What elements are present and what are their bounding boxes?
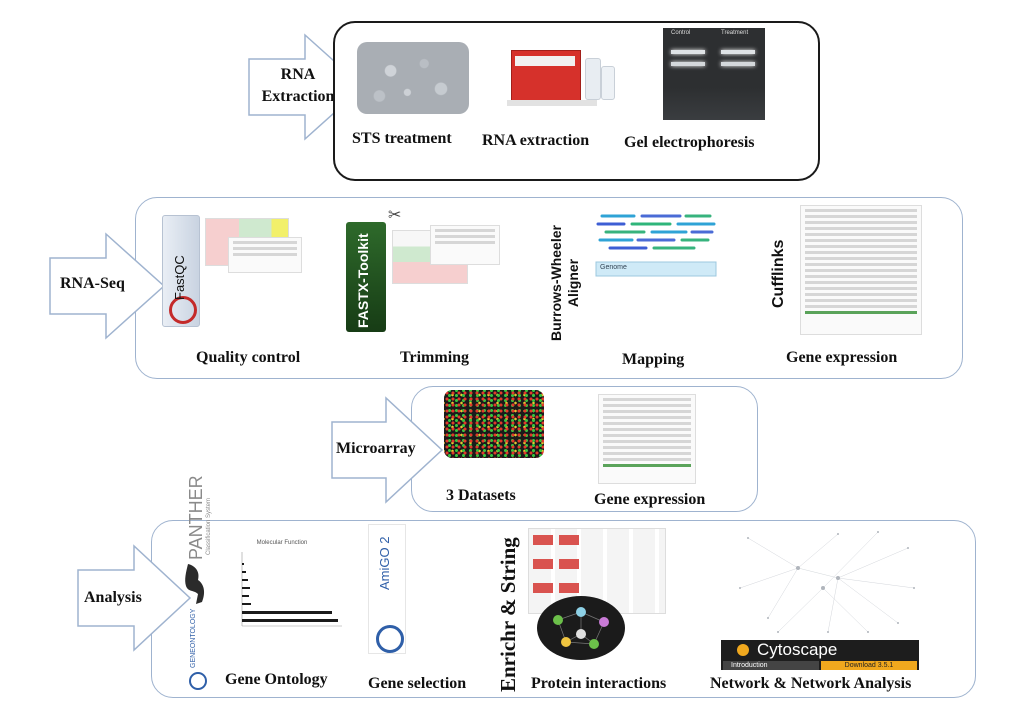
rna-seq-arrow <box>49 232 166 340</box>
step-gene-selection: Gene selection <box>368 675 467 692</box>
analysis-arrow <box>77 544 192 652</box>
cytoscape-title: Cytoscape <box>757 640 838 659</box>
gel-image: Control Treatment <box>663 28 765 120</box>
go-bar-chart: Molecular Function <box>241 540 342 627</box>
bwa-label: Burrows-Wheeler Aligner <box>548 225 581 341</box>
cytoscape-banner: Cytoscape Introduction Download 3.5.1 <box>721 640 919 670</box>
rna-kit-image <box>503 44 621 110</box>
cufflinks-spreadsheet-image <box>800 205 922 335</box>
step-gene-expression-rnaseq: Gene expression <box>786 349 898 366</box>
panther-label: PANTHER <box>186 475 206 560</box>
go-chart-title: Molecular Function <box>257 540 308 546</box>
step-sts-treatment: STS treatment <box>352 130 452 147</box>
step-gene-ontology: Gene Ontology <box>225 671 328 688</box>
step-gel-electrophoresis: Gel electrophoresis <box>624 134 755 151</box>
mapping-genome-label: Genome <box>600 264 627 271</box>
fastx-toolkit-logo <box>346 222 386 332</box>
amigo-logo <box>368 524 406 654</box>
geneontology-label: GENEONTOLOGY <box>190 608 197 668</box>
gel-lane-treatment-label: Treatment <box>721 30 749 36</box>
rna-extraction-title: RNA Extraction <box>261 66 335 105</box>
analysis-title: Analysis <box>84 589 142 606</box>
step-gene-expression-microarray: Gene expression <box>594 491 706 508</box>
enrichr-string-label: Enrichr & String <box>496 537 520 692</box>
scissors-icon: ✂ <box>388 205 402 224</box>
geneontology-logo-icon <box>189 672 207 690</box>
read-mapping-image <box>595 214 717 277</box>
amigo-label: AmiGO 2 <box>377 536 392 590</box>
cytoscape-download-button[interactable]: Download 3.5.1 <box>821 661 917 670</box>
microarray-arrow <box>331 396 444 504</box>
cufflinks-label: Cufflinks <box>770 239 787 308</box>
gel-lane-control-label: Control <box>671 30 691 36</box>
fastqc-label: FastQC <box>172 255 187 300</box>
step-trimming: Trimming <box>400 349 470 366</box>
step-3-datasets: 3 Datasets <box>446 487 516 504</box>
fastx-toolkit-label: FASTX-Toolkit <box>355 233 371 328</box>
microarray-spreadsheet-image <box>598 394 696 484</box>
panther-cat-icon <box>185 564 205 604</box>
cytoscape-intro-button[interactable]: Introduction <box>723 661 819 670</box>
fastqc-chart-image-2 <box>228 237 302 273</box>
step-network-analysis: Network & Network Analysis <box>710 675 912 692</box>
rna-seq-title: RNA-Seq <box>60 275 125 292</box>
fastx-chart-image-2 <box>430 225 500 265</box>
step-mapping: Mapping <box>622 351 685 368</box>
microarray-title: Microarray <box>336 440 416 457</box>
step-protein-interactions: Protein interactions <box>531 675 667 692</box>
sts-microscopy-image <box>357 42 469 114</box>
cytoscape-logo-icon <box>737 644 749 656</box>
string-network-image <box>537 596 625 660</box>
step-quality-control: Quality control <box>196 349 301 366</box>
step-rna-extraction: RNA extraction <box>482 132 590 149</box>
network-graph-image <box>739 531 915 633</box>
fastqc-logo <box>162 215 200 327</box>
microarray-chip-image <box>444 390 544 458</box>
